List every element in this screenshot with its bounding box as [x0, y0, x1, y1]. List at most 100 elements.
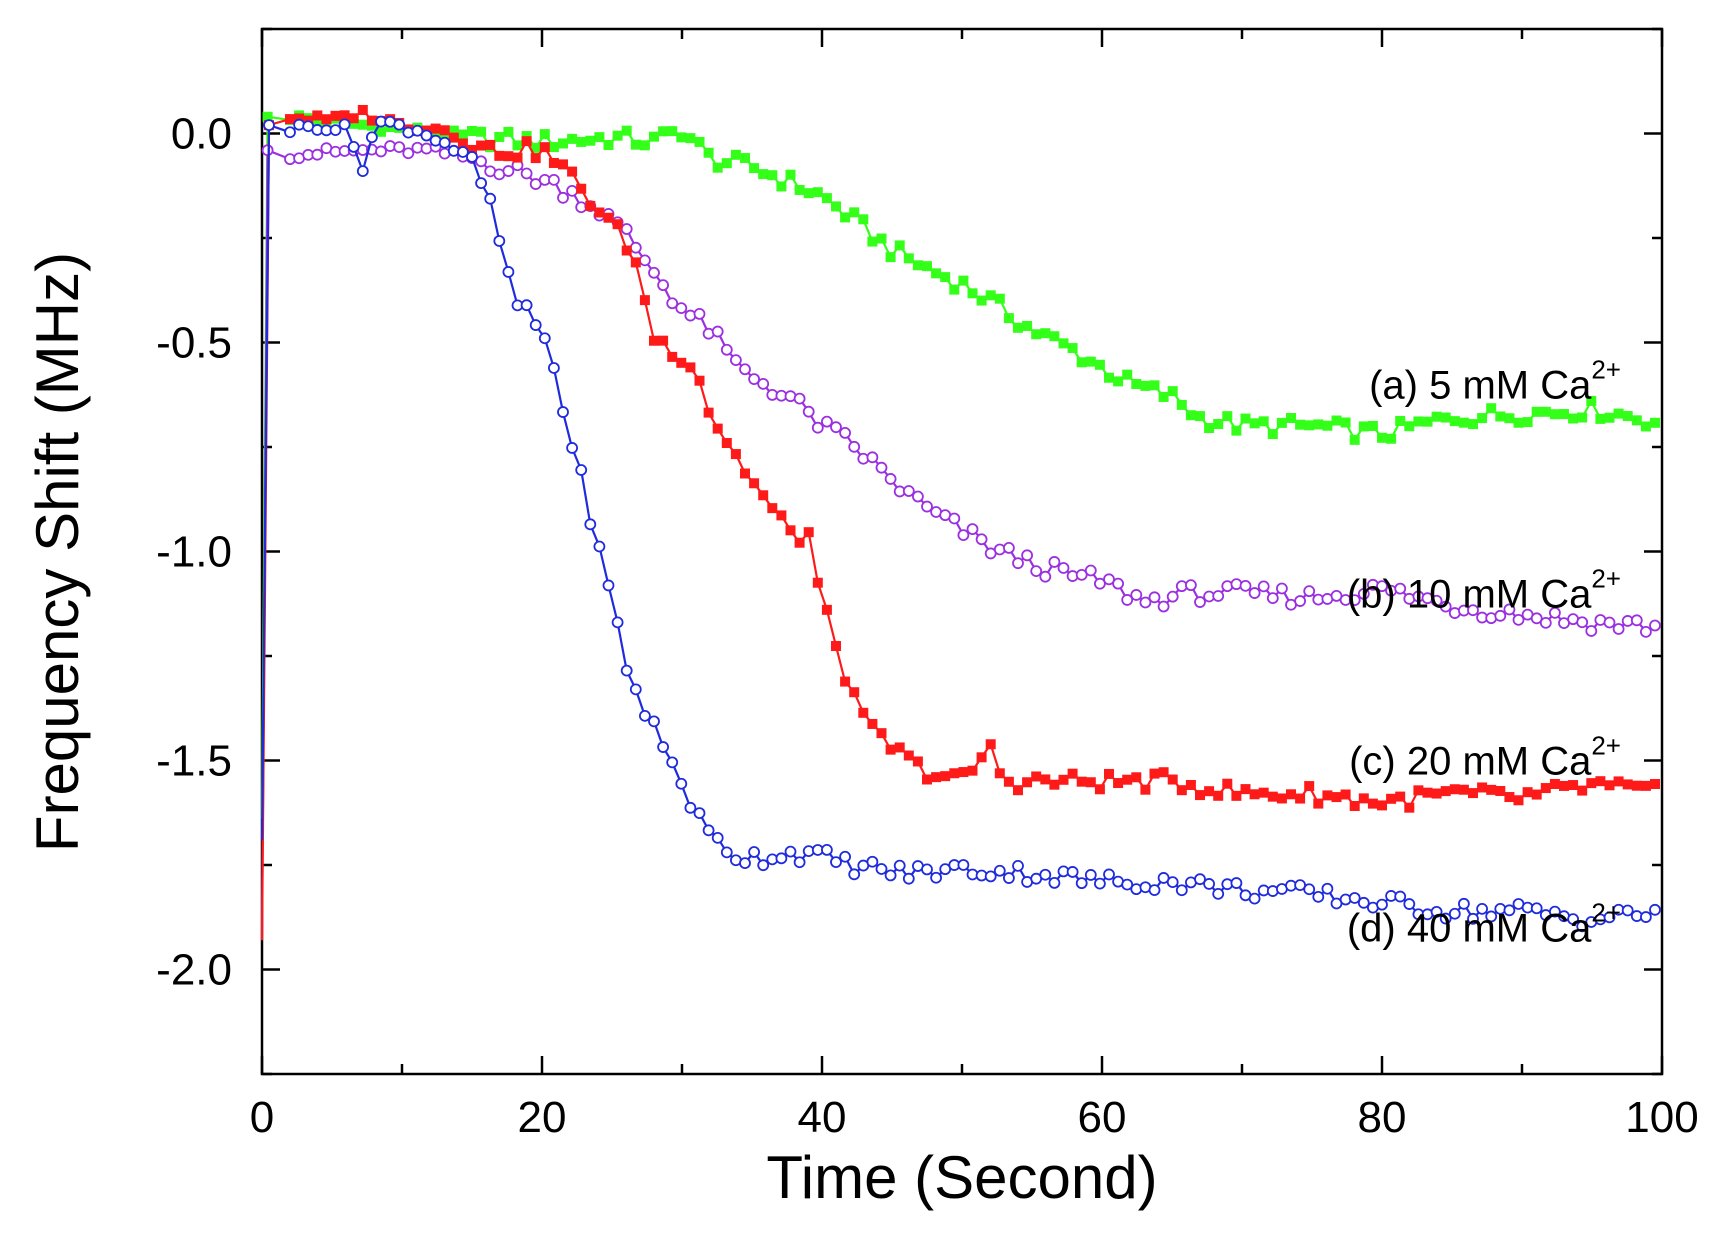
data-point	[1040, 774, 1051, 785]
data-point	[621, 125, 632, 136]
data-point	[902, 485, 915, 497]
data-point	[1367, 798, 1378, 809]
y-axis-title: Frequency Shift (MHz)	[24, 252, 91, 852]
data-point	[1003, 541, 1015, 554]
data-point	[566, 442, 578, 454]
data-point	[1013, 322, 1023, 333]
series-b	[260, 140, 1661, 937]
data-point	[1249, 789, 1260, 800]
data-point	[1031, 771, 1042, 782]
data-point	[262, 111, 273, 122]
data-point	[1166, 590, 1179, 603]
data-point	[839, 850, 851, 863]
data-point	[493, 235, 506, 247]
data-point	[1185, 410, 1196, 421]
data-point	[1586, 395, 1597, 406]
data-point	[1349, 434, 1360, 445]
data-point	[1157, 600, 1170, 613]
data-point	[520, 299, 533, 312]
data-point	[793, 392, 806, 405]
data-point	[557, 406, 569, 418]
data-point	[1467, 912, 1479, 925]
data-point	[393, 141, 406, 153]
data-point	[1148, 591, 1161, 604]
data-point	[1313, 419, 1324, 430]
data-point	[530, 142, 541, 153]
data-point	[1495, 411, 1506, 422]
data-point	[1131, 379, 1142, 390]
data-point	[639, 140, 650, 151]
data-point	[1222, 411, 1233, 422]
data-point	[1239, 579, 1252, 592]
data-point	[711, 325, 724, 338]
data-point	[585, 135, 596, 146]
data-point	[720, 846, 733, 859]
data-point	[885, 252, 896, 263]
data-point	[1357, 587, 1370, 600]
data-point	[1131, 772, 1142, 783]
data-point	[721, 158, 732, 169]
data-point	[411, 124, 424, 137]
data-point	[1258, 416, 1269, 427]
data-point	[1104, 372, 1114, 383]
data-point	[1094, 577, 1106, 590]
data-point	[1640, 780, 1651, 791]
data-point	[1012, 859, 1024, 872]
data-point	[393, 118, 406, 131]
data-point	[520, 167, 533, 180]
data-point	[1303, 883, 1316, 896]
data-point	[1022, 777, 1033, 788]
data-point	[1331, 792, 1342, 803]
data-point	[657, 741, 669, 753]
data-point	[739, 363, 751, 376]
data-point	[475, 177, 488, 189]
y-tick-label: 0.0	[171, 110, 232, 159]
data-point	[922, 261, 932, 272]
data-point	[1386, 433, 1397, 444]
data-point	[338, 118, 351, 131]
data-point	[466, 151, 478, 163]
data-point	[884, 869, 897, 882]
data-point	[1203, 878, 1215, 890]
data-point	[1030, 565, 1043, 578]
data-point	[976, 752, 987, 763]
data-point	[1304, 781, 1315, 792]
data-point	[1440, 786, 1451, 797]
data-point	[1458, 784, 1469, 795]
data-point	[1458, 417, 1469, 428]
data-point	[1395, 791, 1406, 802]
series-label-superscript: 2+	[1591, 898, 1621, 928]
axis-tick-labels: 0 20 40 60 80 100 0.0 -0.5 -1.0 -1.5 -2.0	[156, 110, 1699, 1143]
data-point	[1476, 902, 1488, 915]
data-point	[711, 831, 724, 844]
data-point	[821, 415, 833, 428]
data-point	[420, 129, 433, 142]
data-point	[1276, 793, 1287, 804]
data-point	[794, 537, 805, 548]
data-point	[921, 500, 933, 513]
data-point	[339, 110, 350, 121]
data-point	[1467, 604, 1479, 617]
data-point	[1248, 892, 1261, 905]
data-point	[503, 151, 514, 162]
series-layer	[260, 104, 1661, 941]
data-point	[476, 126, 487, 137]
data-point	[621, 245, 632, 256]
data-point	[648, 715, 660, 728]
data-point	[1513, 417, 1524, 428]
data-point	[1449, 784, 1460, 795]
data-point	[639, 254, 651, 267]
data-point	[1122, 774, 1133, 785]
data-point	[603, 139, 614, 150]
data-point	[648, 266, 660, 279]
data-point	[1176, 785, 1187, 796]
data-point	[521, 131, 532, 142]
data-point	[958, 275, 969, 286]
data-point	[1167, 386, 1178, 397]
data-point	[1622, 411, 1633, 422]
data-point	[739, 857, 751, 869]
data-point	[484, 192, 497, 205]
data-point	[1066, 866, 1079, 878]
data-point	[1248, 587, 1261, 599]
data-point	[1503, 904, 1516, 917]
